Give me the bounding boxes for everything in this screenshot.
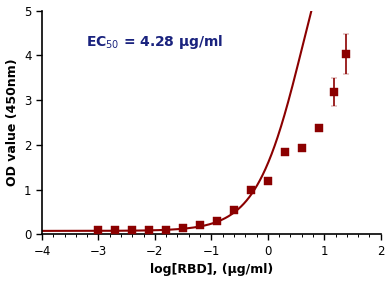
X-axis label: log[RBD], (μg/ml): log[RBD], (μg/ml)	[150, 263, 273, 276]
Text: EC$_{50}$ = 4.28 μg/ml: EC$_{50}$ = 4.28 μg/ml	[86, 33, 223, 51]
Y-axis label: OD value (450nm): OD value (450nm)	[5, 59, 19, 186]
